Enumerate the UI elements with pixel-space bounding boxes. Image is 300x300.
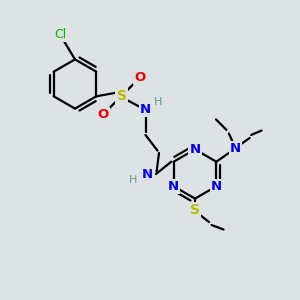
Text: N: N (189, 143, 201, 156)
Text: N: N (168, 180, 179, 193)
Text: N: N (211, 180, 222, 193)
Text: N: N (140, 103, 151, 116)
Text: N: N (142, 167, 153, 181)
Text: S: S (190, 203, 200, 217)
Text: H: H (154, 97, 162, 107)
Text: H: H (129, 175, 138, 185)
Text: S: S (116, 89, 127, 103)
Text: N: N (230, 142, 241, 155)
Text: O: O (134, 71, 146, 84)
Text: O: O (97, 108, 109, 121)
Text: Cl: Cl (54, 28, 66, 41)
